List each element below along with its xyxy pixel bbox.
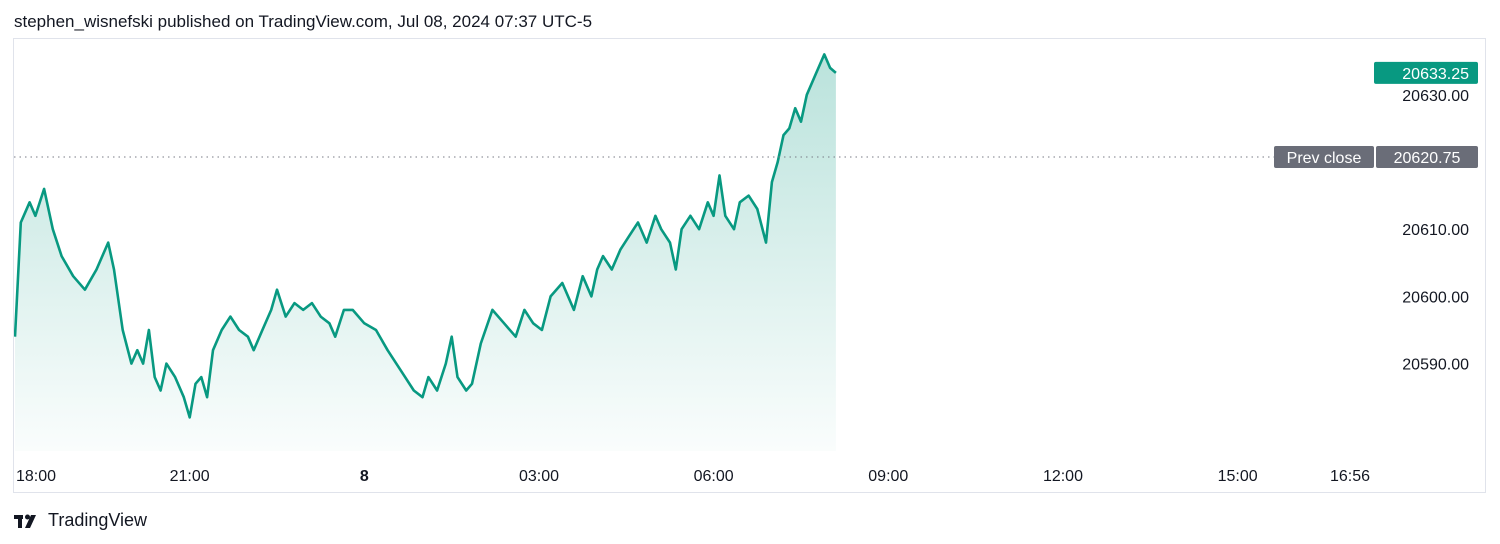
y-tick-label: 20600.00	[1402, 289, 1469, 306]
y-tick-label: 20590.00	[1402, 357, 1469, 374]
x-tick-label: 03:00	[519, 468, 559, 485]
x-tick-label: 12:00	[1043, 468, 1083, 485]
y-tick-label: 20610.00	[1402, 222, 1469, 239]
x-tick-label: 16:56	[1330, 468, 1370, 485]
prev-close-value-bg	[1376, 145, 1478, 168]
last-price-badge	[1374, 61, 1478, 84]
x-tick-label: 21:00	[170, 468, 210, 485]
x-tick-label: 09:00	[868, 468, 908, 485]
x-tick-label: 8	[360, 468, 369, 485]
price-line	[14, 53, 837, 419]
prev-close-label: Prev close	[1287, 150, 1362, 167]
brand-footer: TradingView	[14, 510, 147, 531]
price-chart[interactable]: Prev close 20620.75 20590.00 20600.00 20610…	[14, 39, 1485, 492]
last-price-label: 20633.25	[1402, 66, 1469, 83]
x-tick-label: 06:00	[694, 468, 734, 485]
chart-pane[interactable]: Prev close 20620.75 20590.00 20600.00 20610…	[13, 38, 1486, 493]
tradingview-logo-icon	[14, 514, 36, 528]
price-area-fill	[15, 54, 836, 452]
y-tick-label: 20630.00	[1402, 88, 1469, 105]
publish-attribution: stephen_wisnefski published on TradingVi…	[14, 12, 593, 31]
prev-close-label-bg	[1274, 145, 1374, 168]
brand-label: TradingView	[48, 510, 148, 530]
prev-close-value: 20620.75	[1394, 150, 1461, 167]
x-tick-label: 15:00	[1218, 468, 1258, 485]
x-tick-label: 18:00	[16, 468, 56, 485]
